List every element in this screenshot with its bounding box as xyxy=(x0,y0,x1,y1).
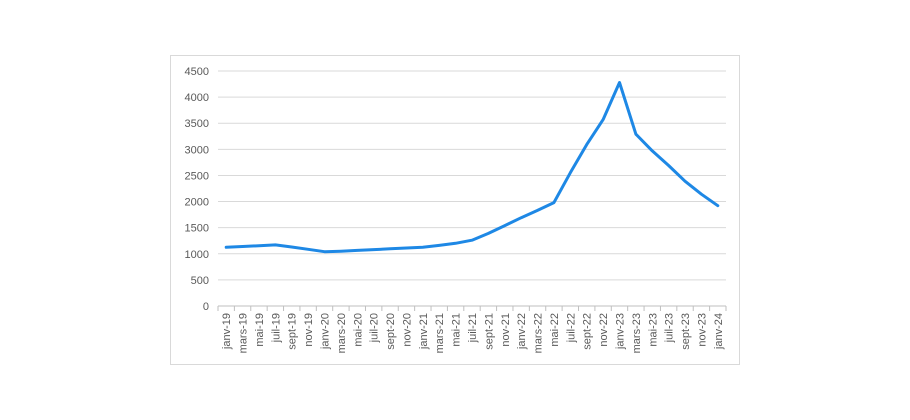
x-axis xyxy=(217,305,727,311)
x-axis-tick-labels: janv-19 mars-19 mai-19 juil-19 sept-19 nov-19… xyxy=(221,313,725,353)
y-tick-label: 2500 xyxy=(185,170,209,182)
x-tick-label: janv-21 xyxy=(418,313,430,350)
x-tick-label: sept-21 xyxy=(483,313,495,350)
x-tick-label: mai-22 xyxy=(549,313,561,347)
x-tick-label: mai-21 xyxy=(451,313,463,347)
x-tick-label: mars-20 xyxy=(336,313,348,353)
y-tick-label: 4000 xyxy=(185,92,209,104)
y-tick-label: 0 xyxy=(203,301,209,313)
x-tick-label: nov-21 xyxy=(500,313,512,347)
x-tick-label: janv-24 xyxy=(713,313,725,350)
series-line xyxy=(224,81,720,254)
x-tick-label: mai-23 xyxy=(647,313,659,347)
x-tick-label: mars-22 xyxy=(533,313,545,353)
x-tick-label: mars-23 xyxy=(631,313,643,353)
gridlines xyxy=(218,70,726,281)
x-tick-label: sept-19 xyxy=(287,313,299,350)
y-tick-label: 4500 xyxy=(185,66,209,78)
x-tick-label: janv-23 xyxy=(614,313,626,350)
x-tick-label: mars-21 xyxy=(434,313,446,353)
x-tick-label: juil-20 xyxy=(369,313,381,343)
y-tick-label: 2000 xyxy=(185,197,209,209)
line-chart: 0 500 1000 1500 2000 2500 3000 3500 4000 4500 jan… xyxy=(185,66,727,353)
y-tick-label: 1000 xyxy=(185,249,209,261)
x-tick-label: nov-22 xyxy=(598,313,610,347)
y-tick-label: 1500 xyxy=(185,223,209,235)
x-tick-label: mai-20 xyxy=(352,313,364,347)
x-tick-label: mai-19 xyxy=(254,313,266,347)
x-tick-label: janv-20 xyxy=(320,313,332,350)
x-tick-label: sept-20 xyxy=(385,313,397,350)
x-tick-label: nov-19 xyxy=(303,313,315,347)
x-tick-label: sept-23 xyxy=(680,313,692,350)
x-tick-label: mars-19 xyxy=(238,313,250,353)
x-tick-label: juil-23 xyxy=(664,313,676,343)
chart-frame: 0 500 1000 1500 2000 2500 3000 3500 4000 4500 jan… xyxy=(170,55,740,365)
x-tick-label: nov-20 xyxy=(401,313,413,347)
x-tick-label: juil-22 xyxy=(565,313,577,343)
x-tick-label: juil-21 xyxy=(467,313,479,343)
y-tick-label: 500 xyxy=(191,275,209,287)
x-tick-label: sept-22 xyxy=(582,313,594,350)
x-tick-label: nov-23 xyxy=(696,313,708,347)
y-tick-label: 3000 xyxy=(185,144,209,156)
y-axis-tick-labels: 0 500 1000 1500 2000 2500 3000 3500 4000 4500 xyxy=(185,66,209,313)
x-tick-label: janv-19 xyxy=(221,313,233,350)
x-tick-label: juil-19 xyxy=(270,313,282,343)
x-tick-label: janv-22 xyxy=(516,313,528,350)
y-tick-label: 3500 xyxy=(185,118,209,130)
series-layer xyxy=(224,81,720,254)
